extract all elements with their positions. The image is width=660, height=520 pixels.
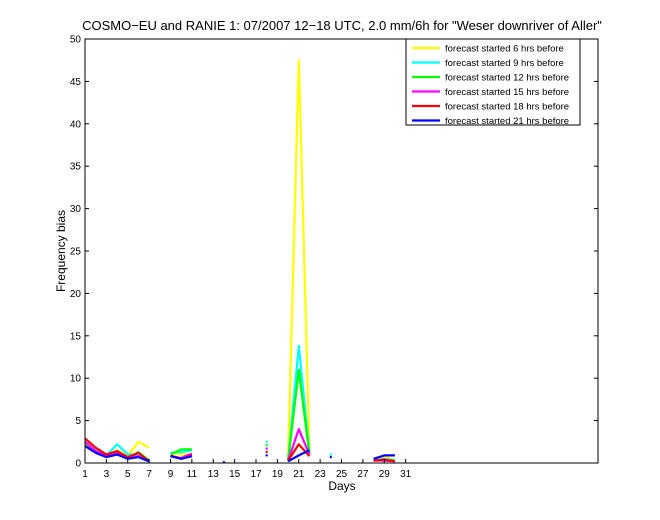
legend-label: forecast started 18 hrs before [445, 102, 569, 113]
x-tick-label: 7 [146, 469, 152, 480]
x-tick-label: 27 [357, 469, 369, 480]
y-axis-label: Frequency bias [54, 210, 68, 292]
x-tick-label: 3 [104, 469, 110, 480]
plot-area [84, 59, 396, 464]
x-tick-label: 29 [379, 469, 391, 480]
series-line [170, 455, 193, 460]
y-tick-label: 0 [75, 459, 81, 470]
y-tick-label: 20 [70, 289, 82, 300]
series-line [287, 59, 311, 459]
legend-label: forecast started 15 hrs before [445, 87, 569, 98]
x-tick-label: 31 [400, 469, 412, 480]
data-point-marker [265, 443, 268, 447]
series-line [170, 448, 192, 456]
y-tick-label: 10 [70, 374, 82, 385]
data-point-marker [265, 447, 268, 450]
series-line [287, 368, 311, 461]
y-tick-label: 35 [70, 162, 82, 173]
data-point-marker [265, 454, 268, 457]
y-tick-label: 45 [70, 77, 82, 88]
x-tick-label: 17 [250, 469, 262, 480]
data-point-marker [265, 450, 268, 454]
chart-title: COSMO−EU and RANIE 1: 07/2007 12−18 UTC,… [82, 18, 602, 33]
series-line [287, 428, 311, 461]
x-tick-label: 23 [315, 469, 327, 480]
y-tick-label: 5 [75, 416, 81, 427]
data-point-marker [329, 453, 333, 456]
x-tick-label: 5 [125, 469, 131, 480]
x-tick-label: 1 [82, 469, 88, 480]
axes: 1 3 5 7 9 11 13 15 17 19 21 23 25 27 29 310510152025303… [70, 35, 598, 480]
legend-label: forecast started 9 hrs before [445, 58, 564, 69]
x-tick-label: 11 [187, 469, 198, 480]
series-line [84, 437, 150, 463]
x-axis-label: Days [328, 479, 355, 493]
legend-label: forecast started 12 hrs before [445, 73, 569, 84]
x-tick-label: 13 [208, 469, 220, 480]
x-tick-label: 21 [293, 469, 305, 480]
series-line [373, 454, 395, 460]
y-tick-label: 30 [70, 204, 82, 215]
x-tick-label: 9 [168, 469, 174, 480]
data-point-marker [265, 440, 268, 443]
legend: forecast started 6 hrs before forecast st… [405, 38, 581, 127]
data-point-marker [329, 455, 333, 459]
y-tick-label: 40 [70, 119, 82, 130]
series-line [287, 449, 310, 463]
x-tick-label: 15 [229, 469, 241, 480]
legend-label: forecast started 6 hrs before [445, 44, 564, 55]
legend-label: forecast started 21 hrs before [445, 116, 569, 127]
y-tick-label: 25 [70, 247, 82, 258]
legend-box [405, 38, 581, 126]
y-tick-label: 15 [70, 331, 82, 342]
series-line [84, 445, 150, 463]
x-tick-label: 25 [336, 469, 348, 480]
x-tick-label: 19 [272, 469, 284, 480]
y-tick-label: 50 [70, 35, 82, 46]
